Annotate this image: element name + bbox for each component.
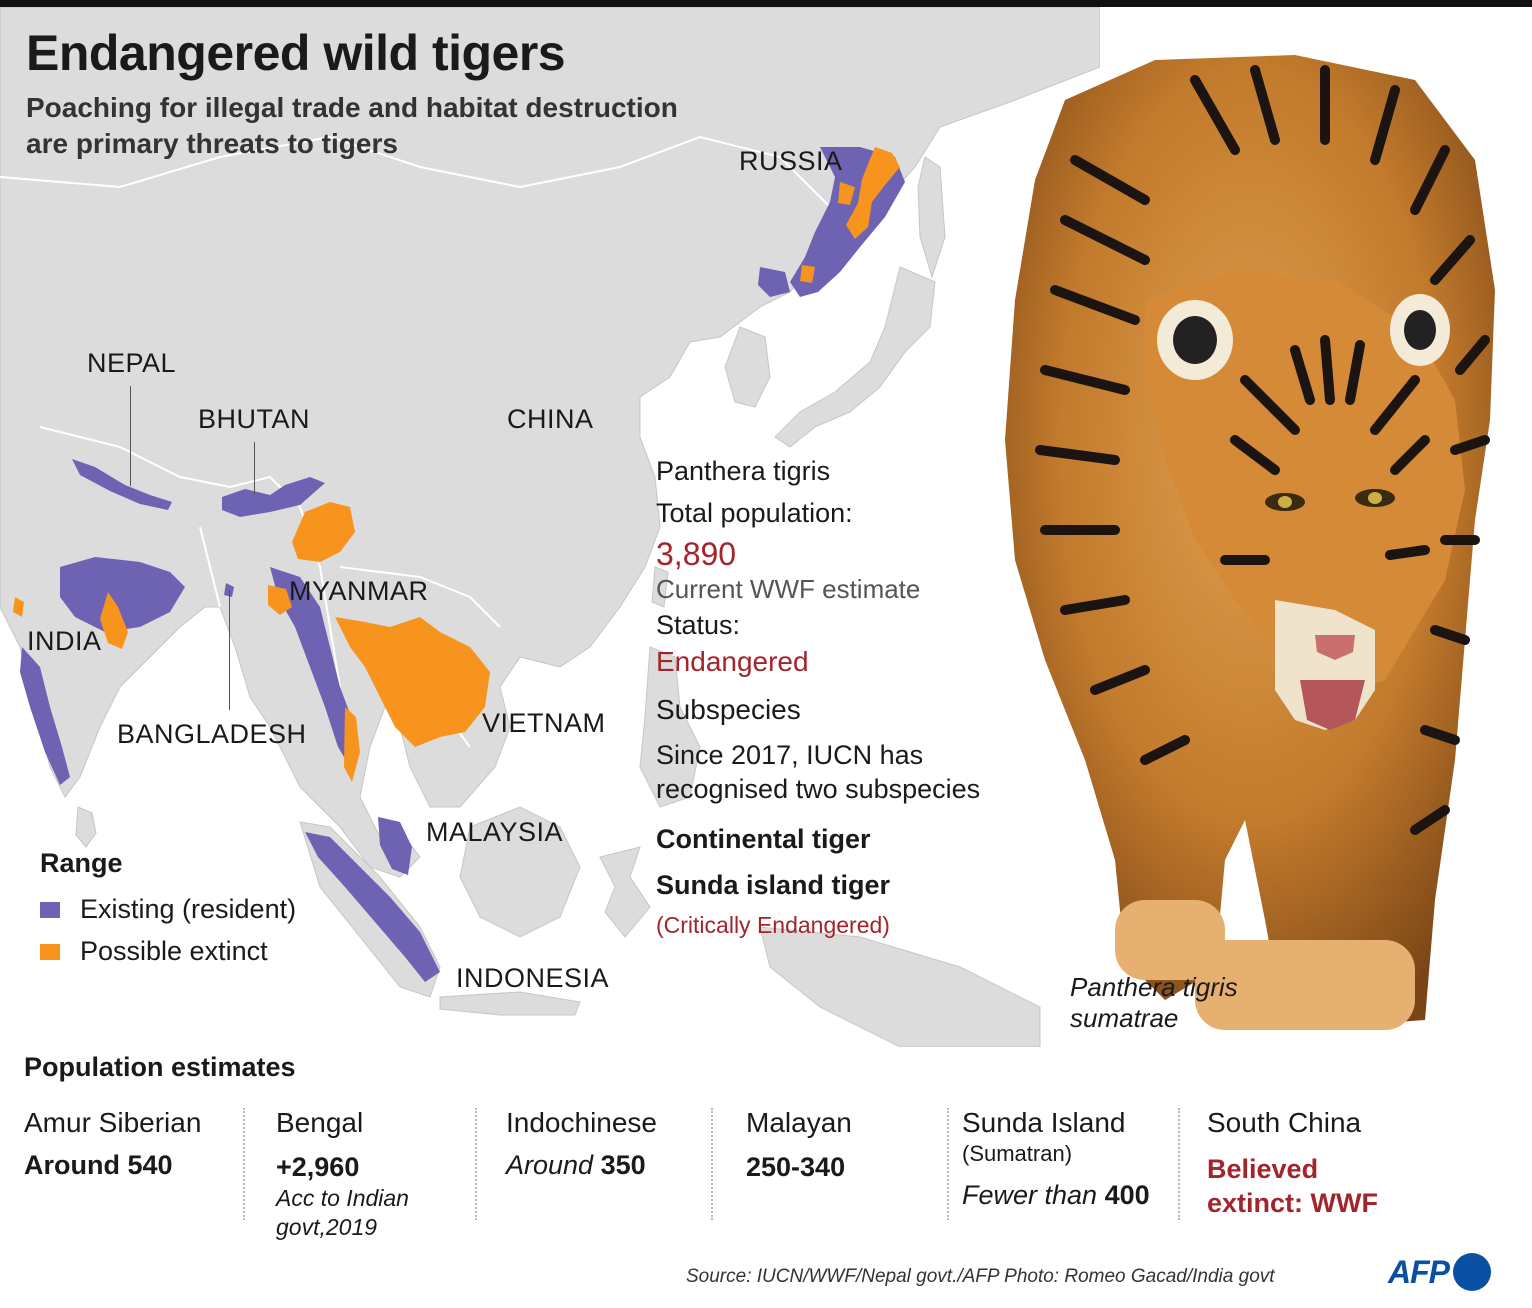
pop-indochinese: Indochinese Around 350 [506, 1106, 657, 1182]
pop-separator-2 [475, 1108, 477, 1220]
source-credit: Source: IUCN/WWF/Nepal govt./AFP Photo: … [686, 1266, 1275, 1287]
pop-sunda-prefix: Fewer than [962, 1180, 1098, 1210]
legend-existing-label: Existing (resident) [80, 894, 297, 924]
pop-sunda-name: Sunda Island [962, 1107, 1126, 1138]
borneo [459, 806, 581, 938]
afp-logo-dot [1453, 1253, 1491, 1291]
total-population-label: Total population: [656, 498, 853, 528]
bhutan-leader-line [254, 442, 255, 494]
pop-bengal-note-line-2: govt,2019 [276, 1214, 378, 1240]
subspecies-text-line-1: Since 2017, IUCN has [656, 740, 924, 770]
page-title: Endangered wild tigers [26, 25, 566, 81]
sunda-status: (Critically Endangered) [656, 912, 890, 938]
pop-indochinese-value: 350 [600, 1150, 646, 1180]
pop-separator-1 [243, 1108, 245, 1220]
pop-indochinese-name: Indochinese [506, 1107, 658, 1138]
label-china: CHINA [507, 404, 594, 434]
status-value: Endangered [656, 646, 809, 677]
pop-bengal: Bengal +2,960 Acc to Indian govt,2019 [276, 1106, 409, 1242]
page-subtitle: Poaching for illegal trade and habitat d… [26, 92, 678, 159]
landmass [0, 7, 1100, 1047]
subspecies-label: Subspecies [656, 694, 801, 725]
philippines [639, 646, 701, 808]
pop-indochinese-line: Around 350 [506, 1148, 657, 1182]
afp-logo: AFP [1388, 1253, 1491, 1291]
legend-extinct: Possible extinct [40, 936, 268, 967]
new-guinea [759, 926, 1041, 1047]
pop-bengal-value: +2,960 [276, 1152, 360, 1182]
label-malaysia: MALAYSIA [426, 817, 564, 847]
species-name: Panthera tigris [656, 456, 831, 486]
pop-separator-5 [1178, 1108, 1180, 1220]
afp-logo-text: AFP [1388, 1253, 1450, 1290]
sakhalin [917, 156, 946, 279]
label-nepal: NEPAL [87, 348, 177, 378]
top-rule [0, 0, 1532, 7]
japan [774, 266, 936, 448]
legend-title: Range [40, 848, 123, 878]
bangladesh-leader-line [229, 590, 230, 710]
pop-separator-4 [947, 1108, 949, 1220]
nepal-leader-line [130, 386, 131, 486]
pop-south-china-value-line-2: extinct: WWF [1207, 1188, 1378, 1218]
label-vietnam: VIETNAM [482, 708, 606, 738]
pop-separator-3 [711, 1108, 713, 1220]
pop-indochinese-prefix: Around [506, 1150, 594, 1180]
subspecies-text-line-2: recognised two subspecies [656, 774, 981, 804]
legend-existing: Existing (resident) [40, 894, 296, 925]
subspecies-continental: Continental tiger [656, 824, 871, 854]
label-indonesia: INDONESIA [456, 963, 610, 993]
pop-bengal-name: Bengal [276, 1107, 364, 1138]
total-population-note: Current WWF estimate [656, 574, 921, 604]
label-bhutan: BHUTAN [198, 404, 311, 434]
pop-amur: Amur Siberian Around 540 [24, 1106, 201, 1182]
label-myanmar: MYANMAR [289, 576, 429, 606]
photo-caption-line-2: sumatrae [1070, 1003, 1179, 1033]
label-russia: RUSSIA [739, 146, 843, 176]
tiger-body [1005, 55, 1495, 1030]
pop-sunda-line: Fewer than 400 [962, 1178, 1150, 1212]
tiger-photo [1005, 55, 1495, 1030]
status-label: Status: [656, 610, 741, 640]
pop-bengal-note-line-1: Acc to Indian [276, 1185, 409, 1211]
taiwan [651, 566, 669, 608]
pop-amur-value: Around 540 [24, 1150, 173, 1180]
pop-malayan: Malayan 250-340 [746, 1106, 852, 1184]
range-extinct [13, 147, 900, 782]
pop-sunda-sub: (Sumatran) [962, 1141, 1073, 1166]
photo-caption: Panthera tigris sumatrae [1070, 972, 1310, 1034]
java [439, 991, 581, 1016]
label-india: INDIA [27, 626, 102, 656]
pop-south-china: South China Believed extinct: WWF [1207, 1106, 1378, 1220]
pop-south-china-name: South China [1207, 1107, 1362, 1138]
subspecies-sunda: Sunda island tiger [656, 870, 891, 900]
pop-malayan-name: Malayan [746, 1107, 852, 1138]
sri-lanka [75, 806, 97, 848]
pop-sunda: Sunda Island (Sumatran) Fewer than 400 [962, 1106, 1150, 1212]
pop-amur-name: Amur Siberian [24, 1107, 202, 1138]
pop-sunda-value: 400 [1104, 1180, 1150, 1210]
photo-caption-line-1: Panthera tigris [1070, 972, 1238, 1002]
population-header: Population estimates [24, 1052, 296, 1082]
legend-extinct-label: Possible extinct [80, 936, 268, 966]
pop-south-china-value-line-1: Believed [1207, 1154, 1319, 1184]
total-population-value: 3,890 [656, 536, 737, 572]
pop-malayan-value: 250-340 [746, 1152, 846, 1182]
tiger-stripes [1035, 65, 1490, 835]
existing-swatch [40, 901, 60, 918]
korea [724, 326, 771, 408]
extinct-swatch [40, 943, 60, 960]
asia-map [0, 7, 1100, 1047]
sulawesi [599, 846, 651, 938]
label-bangladesh: BANGLADESH [117, 719, 307, 749]
borders [0, 135, 831, 748]
